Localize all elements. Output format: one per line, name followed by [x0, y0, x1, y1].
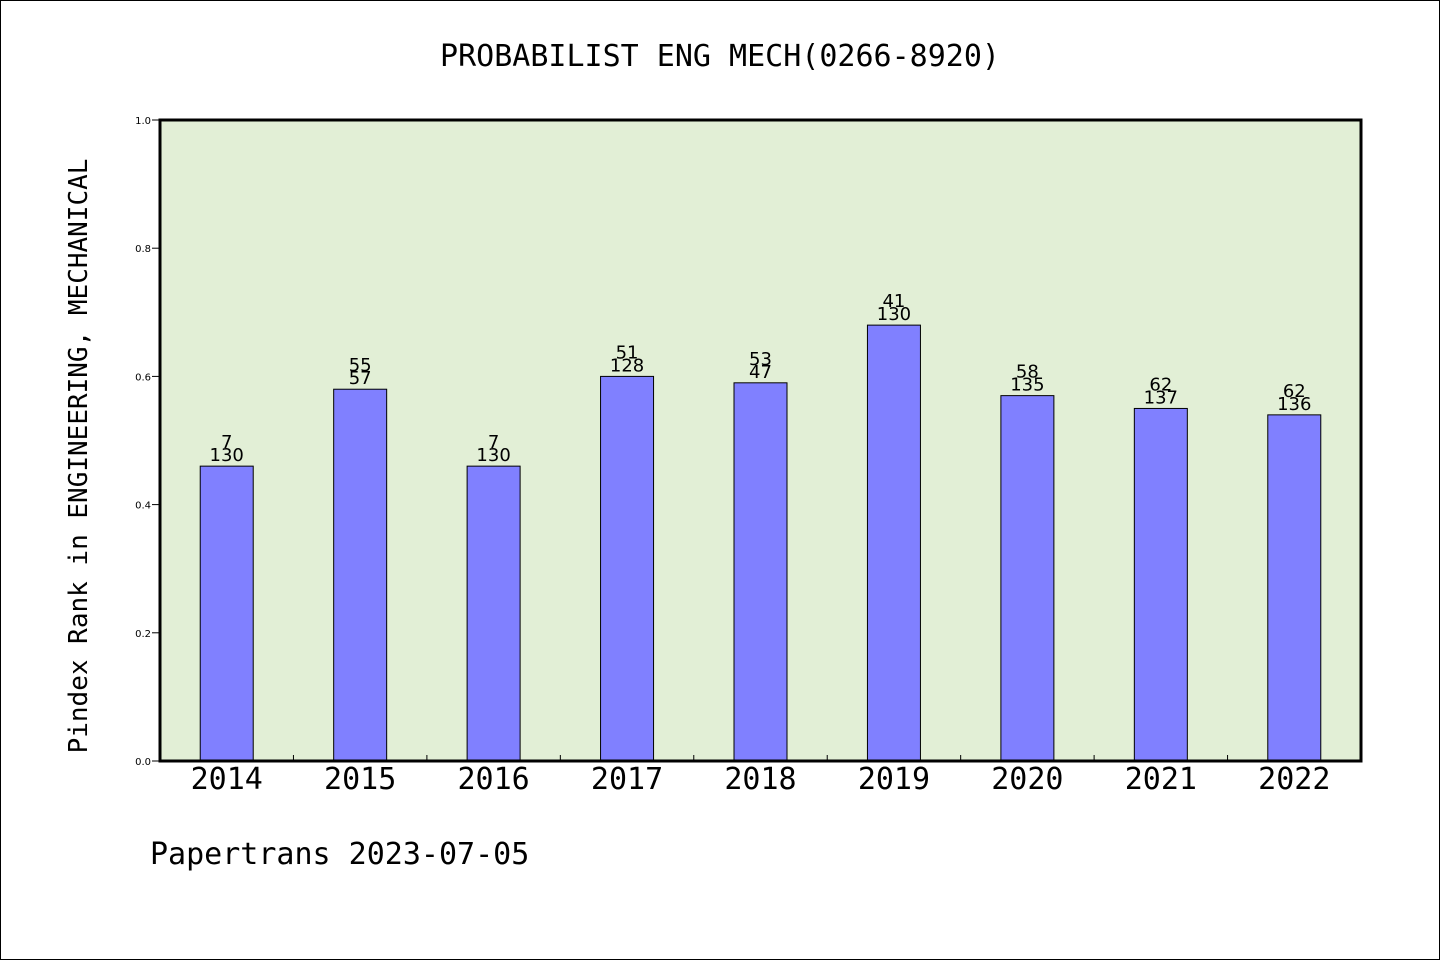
x-axis: 2014 2015 2016 2017 2018 2019 2020 2021 2022 [191, 755, 1330, 797]
bar-label-top: 7 [221, 432, 232, 453]
bar-label-bottom: 130 [877, 304, 911, 325]
bar-label-top: 62 [1149, 374, 1172, 395]
y-tick-label: 0.6 [135, 372, 151, 383]
bar-label-bottom: 137 [1144, 387, 1178, 408]
x-tick-label: 2015 [324, 762, 396, 797]
footer-text: Papertrans 2023-07-05 [150, 837, 529, 872]
bar [866, 324, 921, 762]
x-tick-label: 2019 [858, 762, 930, 797]
y-tick-label: 0.8 [135, 244, 151, 255]
bar-label-top: 51 [616, 342, 639, 363]
x-tick-label: 2021 [1125, 762, 1197, 797]
bar-label-bottom: 128 [610, 355, 644, 376]
bar-label-top: 55 [349, 355, 372, 376]
bar-label-bottom: 57 [349, 368, 372, 389]
bar [1133, 407, 1188, 762]
y-tick-label: 0.2 [135, 629, 151, 640]
x-tick-label: 2014 [191, 762, 263, 797]
x-tick-label: 2017 [591, 762, 663, 797]
bar [199, 465, 254, 762]
bar-label-top: 58 [1016, 362, 1039, 383]
chart-title: PROBABILIST ENG MECH(0266-8920) [440, 39, 1000, 74]
bar-label-top: 62 [1283, 381, 1306, 402]
bar-label-top: 41 [882, 291, 905, 312]
bar-label-bottom: 47 [749, 362, 772, 383]
bar-label-bottom: 130 [210, 445, 244, 466]
bar-label-bottom: 130 [476, 445, 510, 466]
y-tick-label: 0.0 [135, 757, 151, 768]
x-tick-label: 2022 [1258, 762, 1330, 797]
x-tick-label: 2020 [991, 762, 1063, 797]
bar [466, 465, 521, 762]
plot-border [158, 118, 1363, 763]
bar-label-top: 53 [749, 349, 772, 370]
x-tick-label: 2016 [457, 762, 529, 797]
bar [333, 388, 388, 762]
bar-label-bottom: 136 [1277, 394, 1311, 415]
bar-series [199, 324, 1322, 762]
y-axis-label: Pindex Rank in ENGINEERING, MECHANICAL [64, 159, 94, 754]
y-axis: 0.0 0.2 0.4 0.6 0.8 1.0 [135, 116, 160, 768]
bar [733, 382, 788, 762]
bar-label-top: 7 [488, 432, 499, 453]
bar [1267, 414, 1322, 762]
y-tick-label: 1.0 [135, 116, 151, 127]
bar [600, 375, 655, 762]
y-tick-label: 0.4 [135, 501, 151, 512]
x-tick-label: 2018 [724, 762, 796, 797]
bar [1000, 395, 1055, 762]
bar-label-bottom: 135 [1010, 375, 1044, 396]
